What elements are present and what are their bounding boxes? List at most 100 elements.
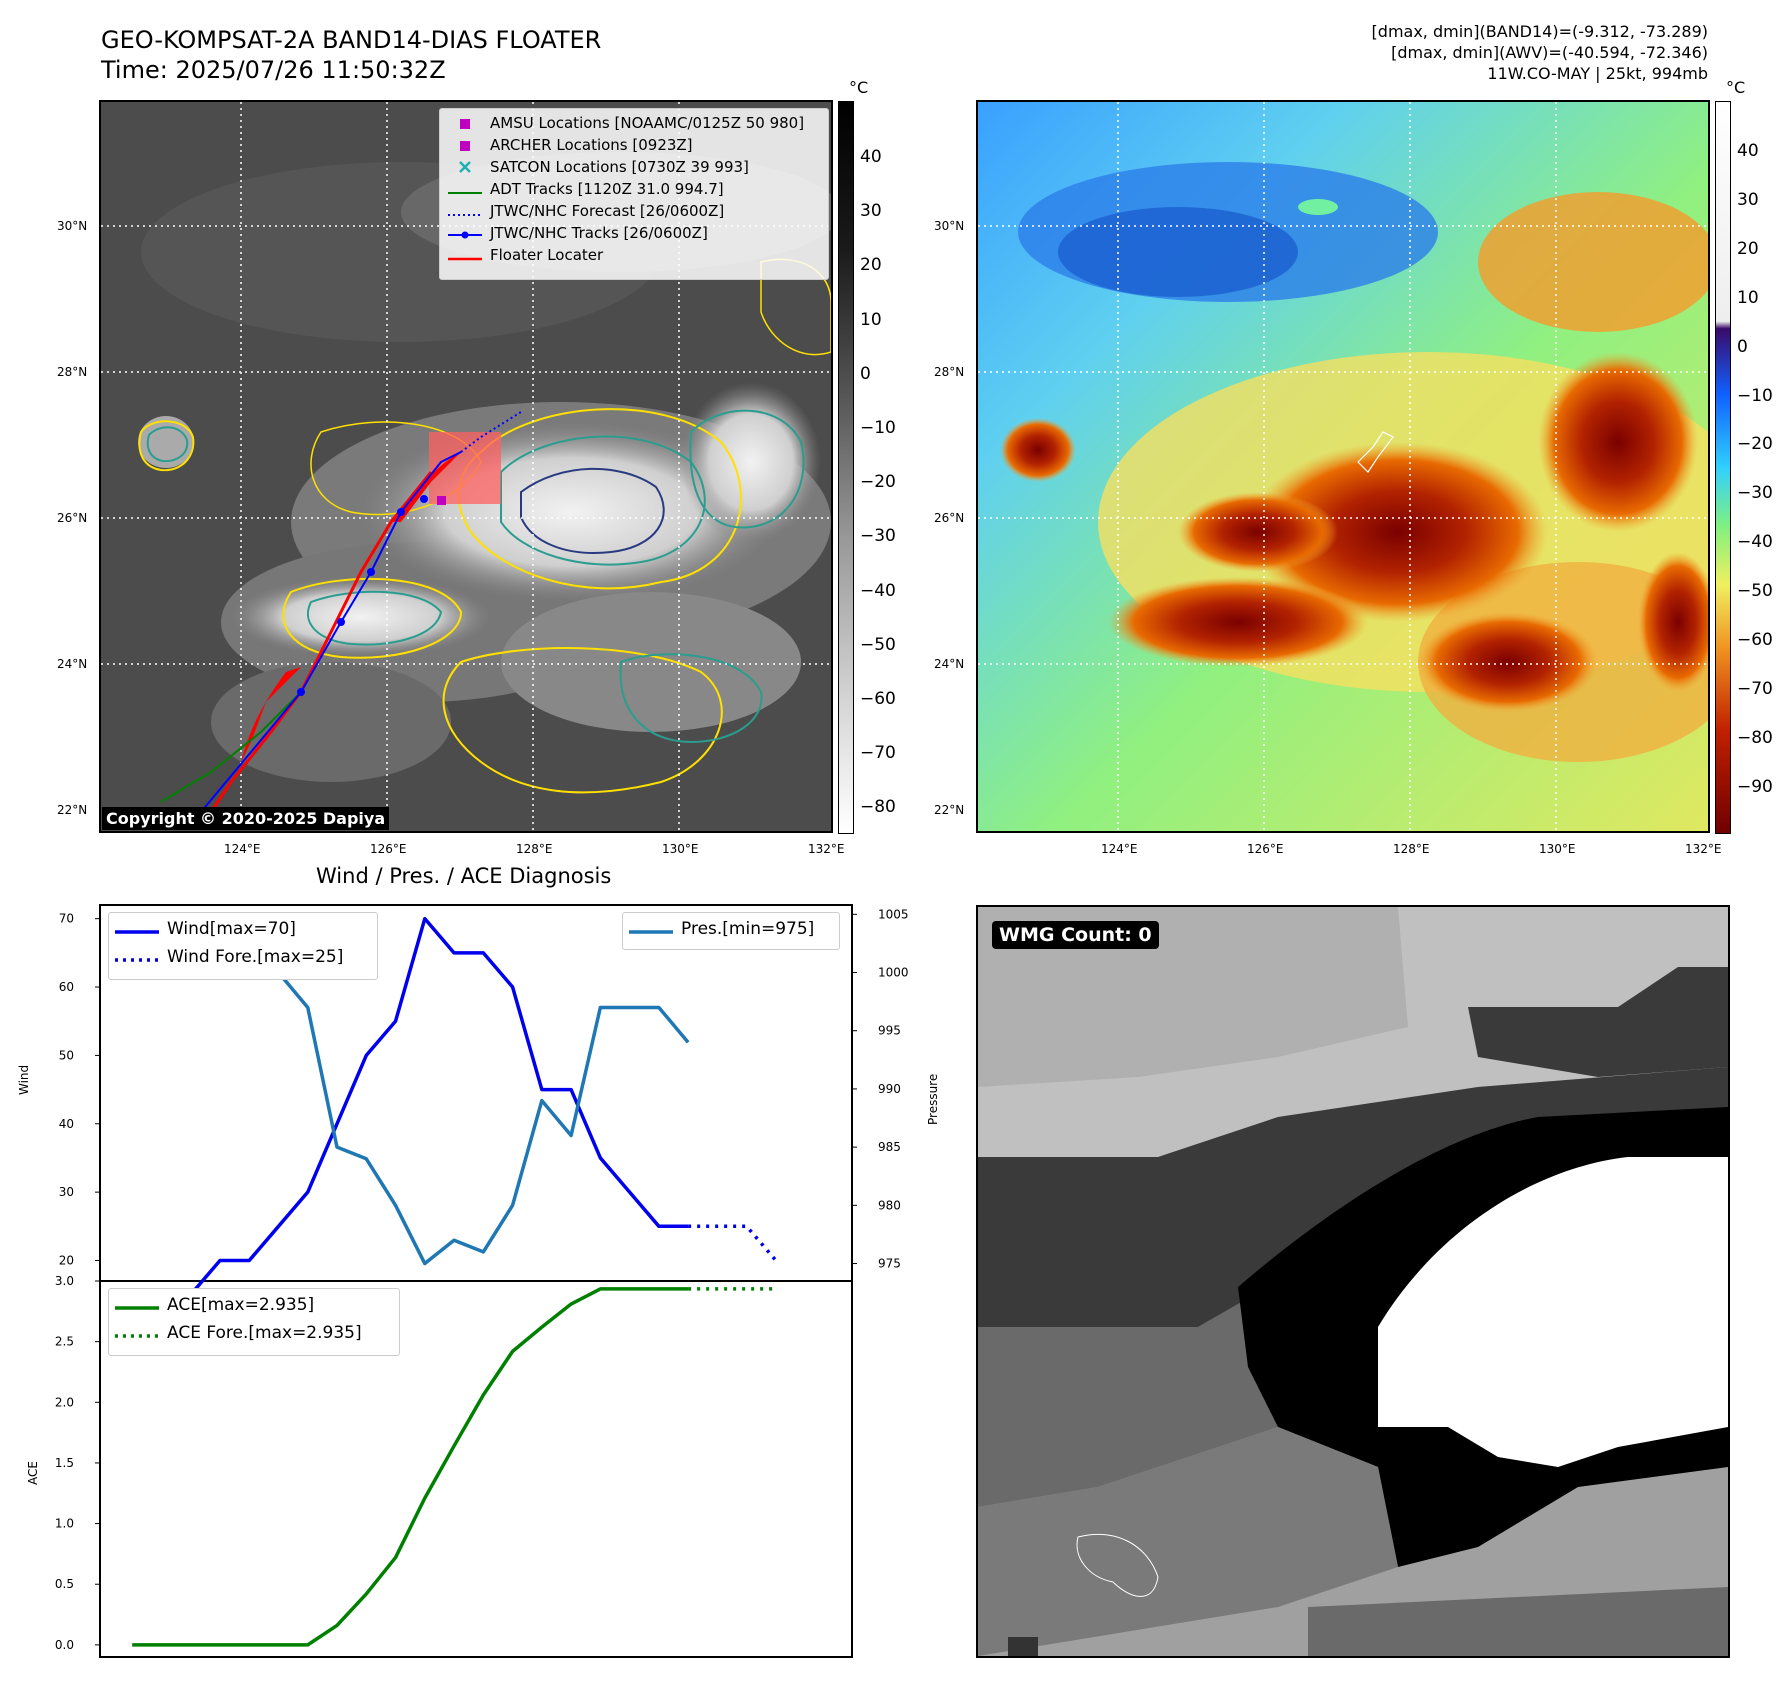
- legend-item-pres: Pres.[min=975]: [629, 919, 814, 939]
- legend-item-adt: ADT Tracks [1120Z 31.0 994.7]: [448, 180, 724, 199]
- wind-tick-label: 40: [59, 1117, 74, 1131]
- awv-map-image: [978, 102, 1708, 831]
- jtwc-track-points: [297, 495, 428, 696]
- colorbar-right: [1715, 101, 1731, 834]
- lat-label-28n-right: 28°N: [934, 365, 965, 379]
- diagnosis-chart: 20 30 40 50 60 70 975 980 985 990 995 1000 1005 0.0 0.…: [55, 904, 909, 1658]
- wind-tick-label: 70: [59, 912, 74, 926]
- header-right-line-3: 11W.CO-MAY | 25kt, 994mb: [1487, 64, 1708, 83]
- wind-axis-label: Wind: [17, 1064, 31, 1095]
- colorbar-left: [838, 101, 854, 834]
- blue-dotted-line-icon: [448, 203, 482, 221]
- colorbar-left-tick: −30: [860, 526, 896, 547]
- green-line-icon: [115, 1295, 159, 1315]
- colorbar-left-tick: −80: [860, 797, 896, 818]
- header-right-line-1: [dmax, dmin](BAND14)=(-9.312, -73.289): [1371, 22, 1708, 41]
- lon-label-126e-right: 126°E: [1247, 842, 1284, 856]
- colorbar-left-tick: −70: [860, 743, 896, 764]
- lon-label-132e: 132°E: [808, 842, 845, 856]
- wind-tick-label: 20: [59, 1253, 74, 1267]
- colorbar-left-tick: 10: [860, 309, 882, 330]
- pressure-tick-label: 995: [878, 1024, 901, 1038]
- ace-axis-label: ACE: [26, 1461, 40, 1485]
- steelblue-line-icon: [629, 919, 673, 939]
- colorbar-right-unit: °C: [1726, 78, 1746, 97]
- ace-tick-label: 0.0: [55, 1638, 74, 1652]
- ace-tick-label: 1.5: [55, 1456, 74, 1470]
- colorbar-right-tick: −40: [1737, 532, 1773, 553]
- wind-tick-label: 30: [59, 1185, 74, 1199]
- blue-dotted-line-icon: [115, 947, 159, 967]
- colorbar-left-tick: −10: [860, 418, 896, 438]
- lon-label-132e-right: 132°E: [1685, 842, 1722, 856]
- pressure-tick-label: 1000: [878, 966, 909, 980]
- wmg-panel: WMG Count: 0: [976, 905, 1730, 1658]
- lon-label-124e-right: 124°E: [1101, 842, 1138, 856]
- colorbar-left-tick: 40: [860, 147, 882, 167]
- colorbar-left-tick: 30: [860, 201, 882, 222]
- copyright-label: Copyright © 2020-2025 Dapiya: [102, 807, 390, 830]
- green-dotted-line-icon: [115, 1323, 159, 1343]
- lat-label-22n: 22°N: [57, 803, 88, 817]
- green-line-icon: [448, 181, 482, 199]
- pressure-tick-label: 980: [878, 1198, 901, 1212]
- colorbar-left-tick: 20: [860, 255, 882, 276]
- colorbar-left-tick: −50: [860, 634, 896, 655]
- colorbar-left-tick: 0: [860, 363, 871, 384]
- red-line-icon: [448, 247, 482, 265]
- pressure-tick-label: 975: [878, 1257, 901, 1271]
- colorbar-right-tick: 40: [1737, 141, 1759, 161]
- colorbar-right-tick: −20: [1737, 434, 1773, 455]
- ace-tick-label: 3.0: [55, 1274, 74, 1288]
- lat-label-24n-right: 24°N: [934, 657, 965, 671]
- lon-label-128e-right: 128°E: [1393, 842, 1430, 856]
- cyan-x-icon: [448, 159, 482, 177]
- colorbar-left-unit: °C: [849, 78, 869, 97]
- ace-legend: ACE[max=2.935] ACE Fore.[max=2.935]: [108, 1288, 400, 1356]
- header-right-line-2: [dmax, dmin](AWV)=(-40.594, -72.346): [1391, 43, 1708, 62]
- lon-label-124e: 124°E: [224, 842, 261, 856]
- lat-label-30n: 30°N: [57, 219, 88, 233]
- wind-series-line: [132, 916, 689, 1297]
- colorbar-right-tick: 0: [1737, 336, 1748, 357]
- diagnosis-title: Wind / Pres. / ACE Diagnosis: [316, 864, 612, 888]
- wind-legend: Wind[max=70] Wind Fore.[max=25]: [108, 912, 378, 980]
- title-line-1: GEO-KOMPSAT-2A BAND14-DIAS FLOATER: [101, 26, 602, 54]
- colorbar-right-tick: 30: [1737, 189, 1759, 210]
- colorbar-right-tick: −50: [1737, 581, 1773, 602]
- colorbar-right-tick: −10: [1737, 385, 1773, 406]
- legend-item-wind: Wind[max=70]: [115, 919, 296, 939]
- wmg-image: [978, 907, 1728, 1656]
- magenta-square-icon: [448, 137, 482, 155]
- colorbar-right-tick: −30: [1737, 483, 1773, 504]
- legend-item-amsu: AMSU Locations [NOAAMC/0125Z 50 980]: [448, 114, 804, 133]
- colorbar-left-tick: −20: [860, 472, 896, 493]
- legend-item-archer: ARCHER Locations [0923Z]: [448, 136, 693, 155]
- pressure-tick-label: 985: [878, 1140, 901, 1154]
- colorbar-right-tick: −80: [1737, 727, 1773, 748]
- wmg-count-badge: WMG Count: 0: [992, 921, 1159, 949]
- legend-item-ace: ACE[max=2.935]: [115, 1295, 314, 1315]
- lat-label-26n-right: 26°N: [934, 511, 965, 525]
- ir-satellite-map: Copyright © 2020-2025 Dapiya AMSU Locati…: [99, 100, 833, 833]
- magenta-square-icon: [448, 115, 482, 133]
- pressure-axis-label: Pressure: [926, 1073, 940, 1125]
- legend-item-jtwc-forecast: JTWC/NHC Forecast [26/0600Z]: [448, 202, 724, 221]
- legend-item-ace-fore: ACE Fore.[max=2.935]: [115, 1323, 362, 1343]
- colorbar-right-tick: −70: [1737, 678, 1773, 699]
- wind-tick-label: 60: [59, 980, 74, 994]
- awv-satellite-map: [976, 100, 1710, 833]
- ace-tick-label: 2.5: [55, 1335, 74, 1349]
- colorbar-left-tick: −40: [860, 580, 896, 601]
- lon-label-126e: 126°E: [370, 842, 407, 856]
- ace-frame: [99, 1280, 853, 1658]
- legend-item-satcon: SATCON Locations [0730Z 39 993]: [448, 158, 749, 177]
- lon-label-130e-right: 130°E: [1539, 842, 1576, 856]
- map-legend: AMSU Locations [NOAAMC/0125Z 50 980] ARC…: [439, 108, 829, 280]
- archer-location-marker: [437, 496, 446, 505]
- ace-tick-label: 1.0: [55, 1517, 74, 1531]
- legend-item-wind-fore: Wind Fore.[max=25]: [115, 947, 343, 967]
- pressure-tick-label: 1005: [878, 907, 909, 921]
- lat-label-30n-right: 30°N: [934, 219, 965, 233]
- lat-label-24n: 24°N: [57, 657, 88, 671]
